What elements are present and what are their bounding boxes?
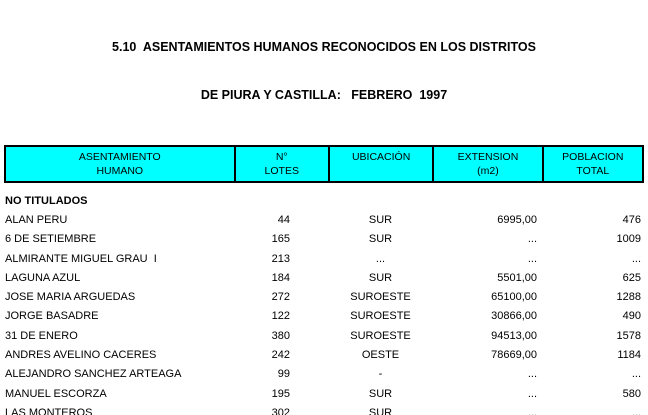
cell-poblacion: 625 [622, 271, 641, 284]
cell-extension: 94513,00 [491, 329, 537, 342]
cell-poblacion: 476 [622, 213, 641, 226]
cell-asentamiento: JORGE BASADRE [5, 310, 99, 323]
table-body: NO TITULADOS ALAN PERU 44 SUR 6995,00 47… [4, 191, 644, 415]
cell-ubicacion: - [378, 368, 383, 381]
cell-extension: ... [527, 368, 537, 381]
cell-lotes: 213 [271, 252, 290, 265]
header-cell-poblacion: POBLACION TOTAL [541, 147, 642, 181]
cell-lotes: 302 [271, 406, 290, 415]
cell-extension: 5501,00 [497, 271, 537, 284]
cell-asentamiento: ANDRES AVELINO CACERES [5, 349, 157, 362]
header-label: POBLACION [562, 151, 624, 163]
table-row: ALEJANDRO SANCHEZ ARTEAGA 99 - ... ... [4, 365, 644, 384]
cell-extension: ... [527, 387, 537, 400]
header-label: HUMANO [96, 165, 144, 177]
cell-asentamiento: LAS MONTEROS [5, 406, 93, 415]
cell-asentamiento: JOSE MARIA ARGUEDAS [5, 291, 136, 304]
cell-poblacion: ... [631, 368, 641, 381]
header-cell-ubicacion: UBICACIÓN [327, 147, 432, 181]
table-row: JORGE BASADRE 122 SUROESTE 30866,00 490 [4, 307, 644, 326]
cell-lotes: 380 [271, 329, 290, 342]
cell-ubicacion: SUR [368, 233, 393, 246]
cell-ubicacion: OESTE [361, 349, 400, 362]
cell-poblacion: 490 [622, 310, 641, 323]
cell-ubicacion: SUROESTE [350, 329, 411, 342]
section-header: NO TITULADOS [5, 194, 88, 207]
header-label: N° [275, 151, 288, 163]
cell-ubicacion: SUR [368, 406, 393, 415]
cell-ubicacion: SUROESTE [350, 310, 411, 323]
cell-extension: 78669,00 [491, 349, 537, 362]
cell-asentamiento: ALEJANDRO SANCHEZ ARTEAGA [5, 368, 182, 381]
header-cell-lotes: N° LOTES [233, 147, 328, 181]
cell-poblacion: 1578 [616, 329, 641, 342]
header-label: TOTAL [576, 165, 610, 177]
cell-lotes: 99 [277, 368, 290, 381]
cell-extension: ... [527, 406, 537, 415]
cell-extension: ... [527, 252, 537, 265]
cell-lotes: 44 [277, 213, 290, 226]
cell-poblacion: 1184 [617, 349, 641, 362]
header-cell-asentamiento: ASENTAMIENTO HUMANO [6, 147, 234, 181]
header-label: ASENTAMIENTO [78, 151, 161, 163]
cell-extension: 65100,00 [491, 291, 537, 304]
cell-poblacion: 1288 [616, 291, 641, 304]
cell-ubicacion: SUROESTE [350, 291, 411, 304]
cell-extension: ... [527, 233, 537, 246]
table-header: ASENTAMIENTO HUMANO N° LOTES UBICACIÓN E… [4, 145, 644, 183]
cell-ubicacion: SUR [368, 271, 393, 284]
header-cell-extension: EXTENSION (m2) [432, 147, 541, 181]
cell-lotes: 184 [271, 271, 290, 284]
cell-lotes: 122 [271, 310, 290, 323]
header-label: UBICACIÓN [351, 151, 411, 163]
table-row: MANUEL ESCORZA 195 SUR ... 580 [4, 384, 644, 403]
cell-poblacion: 580 [622, 387, 641, 400]
table-row: JOSE MARIA ARGUEDAS 272 SUROESTE 65100,0… [4, 287, 644, 306]
cell-lotes: 242 [271, 349, 290, 362]
table-row: 31 DE ENERO 380 SUROESTE 94513,00 1578 [4, 326, 644, 345]
header-label: EXTENSION [457, 151, 519, 163]
cell-ubicacion: SUR [368, 213, 393, 226]
table-row: LAGUNA AZUL 184 SUR 5501,00 625 [4, 268, 644, 287]
cell-poblacion: 1009 [616, 233, 641, 246]
cell-asentamiento: LAGUNA AZUL [5, 271, 81, 284]
document-title: 5.10 ASENTAMIENTOS HUMANOS RECONOCIDOS E… [0, 7, 648, 135]
cell-asentamiento: 31 DE ENERO [5, 329, 78, 342]
cell-asentamiento: ALAN PERU [5, 213, 68, 226]
table-row: ANDRES AVELINO CACERES 242 OESTE 78669,0… [4, 345, 644, 364]
cell-ubicacion: ... [375, 252, 386, 265]
title-line-1: 5.10 ASENTAMIENTOS HUMANOS RECONOCIDOS E… [112, 40, 536, 54]
cell-poblacion: ... [631, 252, 641, 265]
cell-poblacion: ... [631, 406, 641, 415]
cell-lotes: 272 [271, 291, 290, 304]
cell-lotes: 165 [271, 233, 290, 246]
table-row: ALAN PERU 44 SUR 6995,00 476 [4, 210, 644, 229]
cell-extension: 6995,00 [497, 213, 537, 226]
cell-asentamiento: MANUEL ESCORZA [5, 387, 107, 400]
table-row: ALMIRANTE MIGUEL GRAU I 213 ... ... ... [4, 249, 644, 268]
header-label: LOTES [264, 165, 299, 177]
cell-asentamiento: ALMIRANTE MIGUEL GRAU I [5, 252, 157, 265]
cell-asentamiento: 6 DE SETIEMBRE [5, 233, 97, 246]
cell-ubicacion: SUR [368, 387, 393, 400]
cell-extension: 30866,00 [491, 310, 537, 323]
table-row: 6 DE SETIEMBRE 165 SUR ... 1009 [4, 230, 644, 249]
title-line-2: DE PIURA Y CASTILLA: FEBRERO 1997 [200, 88, 448, 102]
table-row: LAS MONTEROS 302 SUR ... ... [4, 403, 644, 415]
cell-lotes: 195 [271, 387, 290, 400]
header-label: (m2) [477, 165, 499, 177]
